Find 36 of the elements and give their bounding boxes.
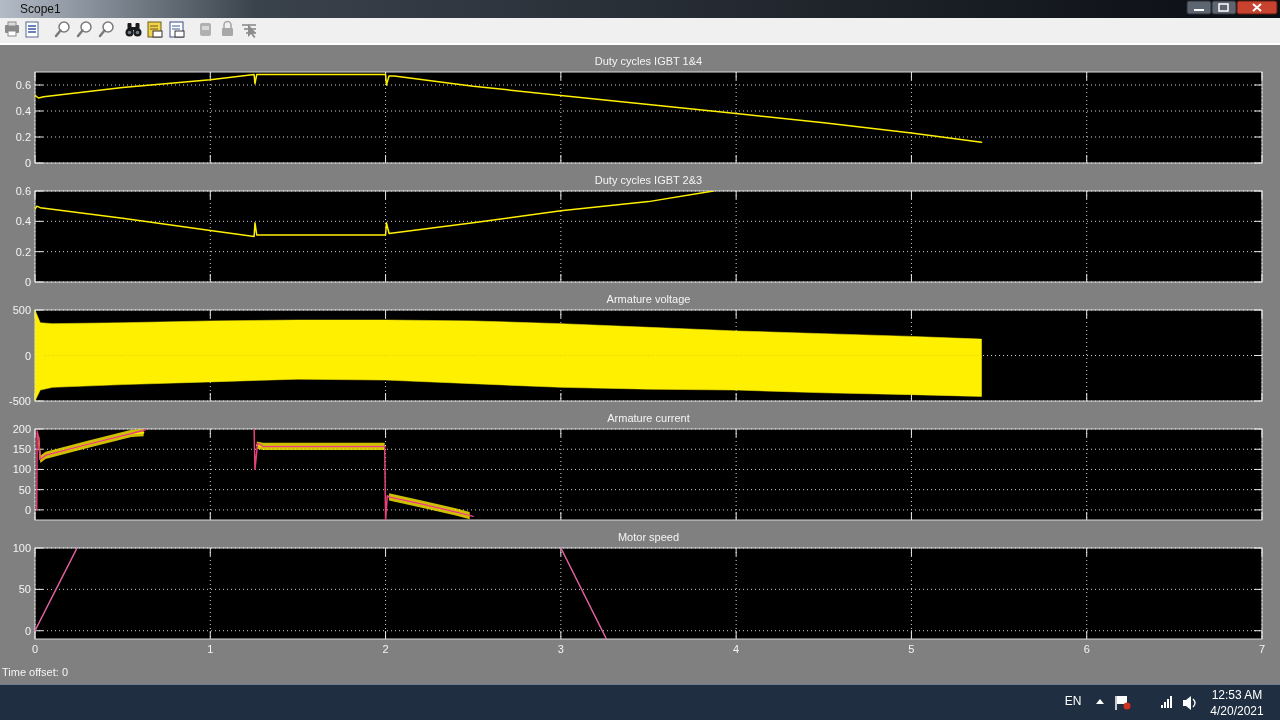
y-tick-label: 0 [24,349,31,362]
chart-title: Duty cycles IGBT 1&4 [594,55,703,67]
y-tick-label: 0 [24,157,31,169]
y-tick-label: 0 [24,276,31,288]
x-tick-label: 5 [908,643,915,655]
y-tick-label: 50 [18,483,31,496]
text: EN [1064,694,1082,708]
y-tick-label: 0.2 [15,131,31,143]
y-tick-label: 0.6 [15,79,31,91]
text: 4/20/2021 [1210,704,1265,718]
x-tick-label: 3 [557,643,564,655]
chart-title: Armature voltage [606,293,691,305]
y-tick-label: 50 [18,583,31,596]
x-tick-label: 7 [1258,643,1266,655]
y-tick-label: 0.6 [15,185,31,197]
text: 12:53 AM [1211,688,1263,702]
text: Time offset: 0 [2,666,69,678]
y-tick-label: 0.4 [15,215,31,228]
y-tick-label: 150 [12,443,31,456]
chart-title: Motor speed [617,531,680,543]
y-tick-label: -500 [8,395,31,407]
y-tick-label: 0.2 [15,245,31,258]
y-tick-label: 0 [24,503,31,516]
x-tick-label: 2 [382,643,389,655]
x-tick-label: 4 [733,643,740,655]
y-tick-label: 500 [12,304,31,316]
y-tick-label: 100 [12,463,31,476]
y-tick-label: 0 [24,624,31,637]
y-tick-label: 100 [12,542,31,554]
x-tick-label: 6 [1083,643,1090,655]
chart-title: Armature current [607,412,690,424]
text: Scope1 [20,2,62,16]
y-tick-label: 200 [12,423,31,435]
chart-title: Duty cycles IGBT 2&3 [594,174,703,186]
y-tick-label: 0.4 [15,105,31,117]
x-tick-label: 1 [207,643,214,655]
